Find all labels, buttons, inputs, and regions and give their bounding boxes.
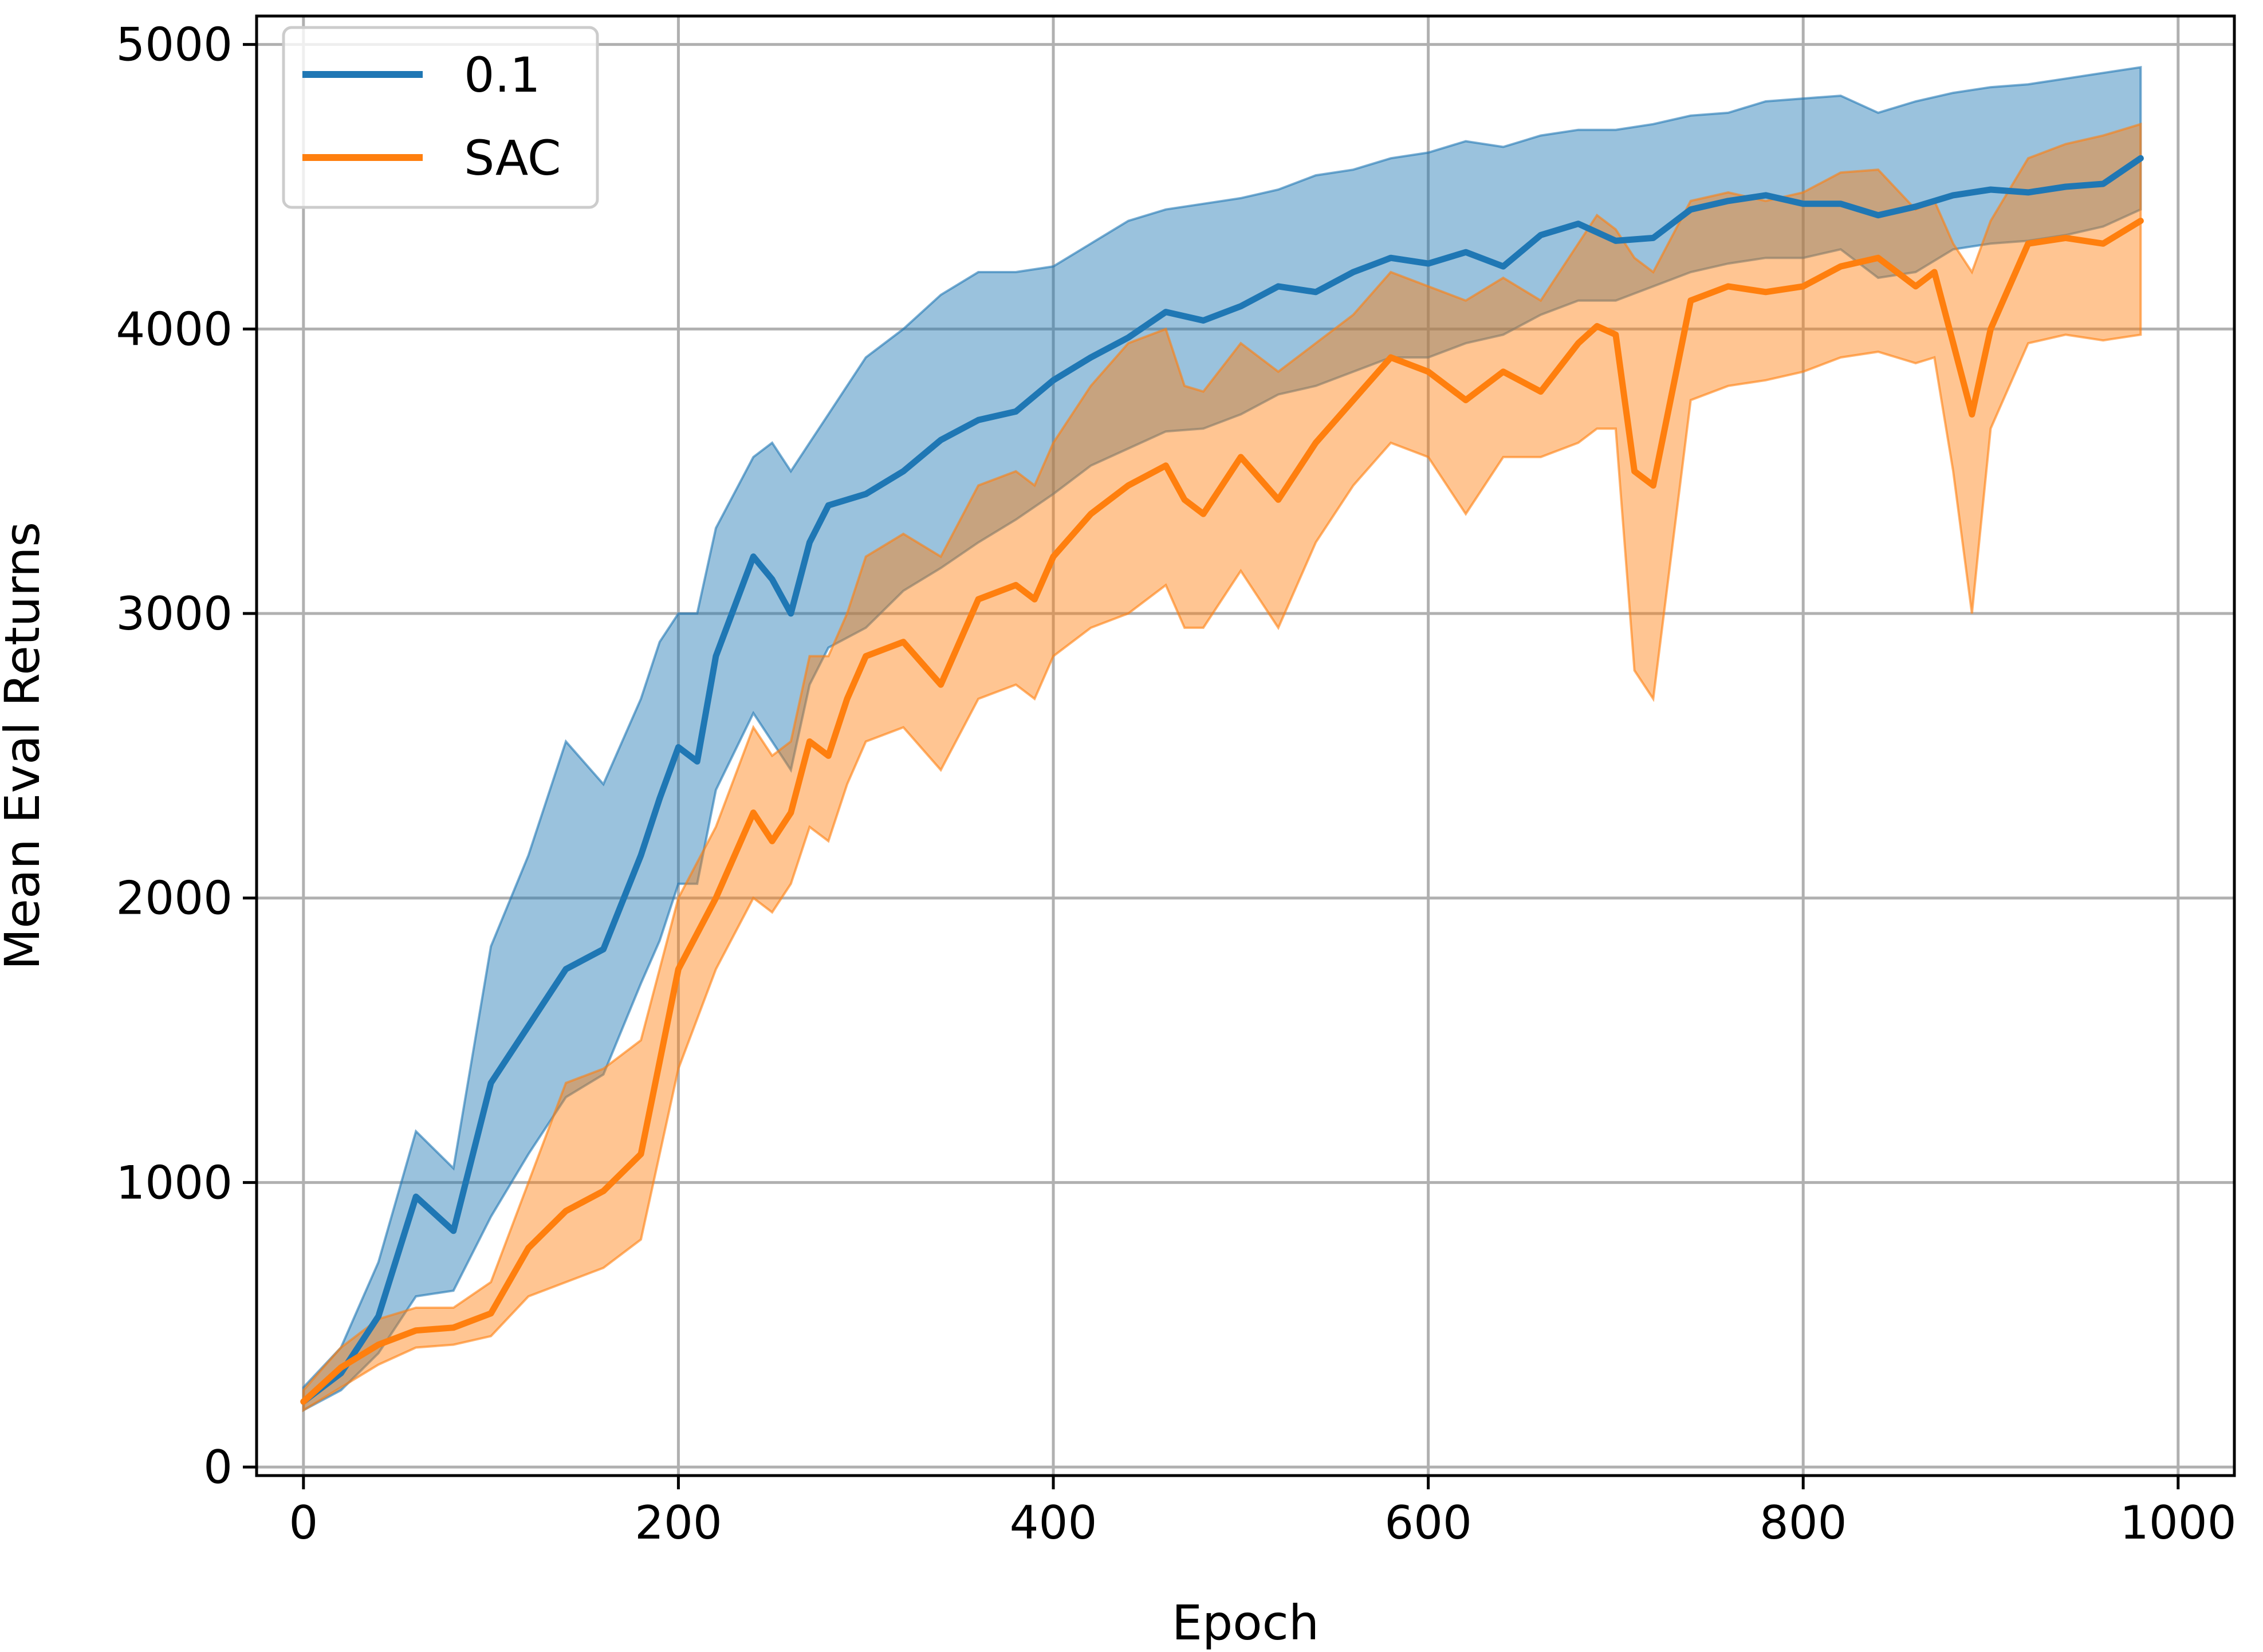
legend-label-0-1: 0.1 [464,47,541,103]
x-tick-label: 400 [1010,1496,1097,1549]
plot-frame [255,14,2236,1477]
series-1-band [302,123,2142,1413]
series-0-line [300,155,2144,1405]
legend: 0.1 SAC [282,26,599,209]
series-1-line [300,218,2144,1405]
x-tick-label: 1000 [2120,1496,2237,1549]
y-tick-label: 3000 [116,587,233,640]
y-axis-label: Mean Eval Returns [0,522,50,970]
x-tick-label: 800 [1760,1496,1847,1549]
series-lines [300,155,2144,1405]
confidence-bands [302,66,2142,1413]
y-tick-label: 5000 [116,18,233,72]
y-tick-label: 1000 [116,1156,233,1209]
y-tick-label: 0 [203,1441,233,1494]
x-axis-label: Epoch [1172,1595,1319,1651]
y-tick-label: 2000 [116,872,233,925]
y-tick-label: 4000 [116,302,233,356]
legend-label-sac: SAC [464,130,561,186]
x-tick-label: 200 [635,1496,722,1549]
x-tick-label: 0 [289,1496,318,1549]
x-axis-ticks: 0 200 400 600 800 1000 [289,1476,2237,1549]
y-axis-ticks: 0 1000 2000 3000 4000 5000 [116,18,257,1494]
x-tick-label: 600 [1384,1496,1472,1549]
